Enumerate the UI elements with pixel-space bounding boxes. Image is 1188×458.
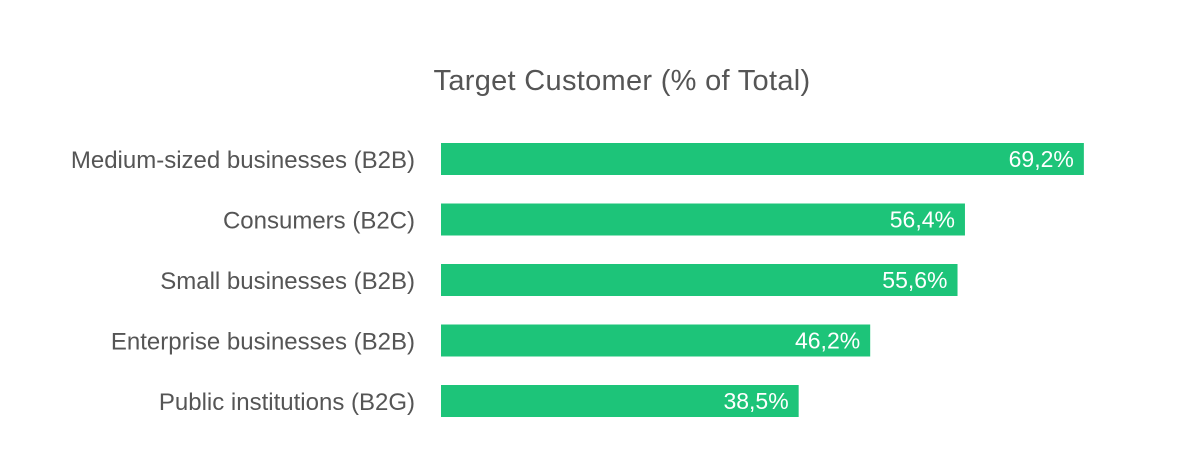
- chart-title: Target Customer (% of Total): [434, 65, 811, 97]
- category-label-0: Medium-sized businesses (B2B): [71, 147, 415, 174]
- value-label-4: 38,5%: [723, 388, 788, 414]
- bar-2: [441, 264, 958, 296]
- value-label-1: 56,4%: [890, 207, 955, 233]
- value-label-3: 46,2%: [795, 328, 860, 354]
- value-label-0: 69,2%: [1009, 146, 1074, 172]
- bars-layer: Medium-sized businesses (B2B) 69,2% Consum…: [71, 143, 1084, 417]
- category-label-1: Consumers (B2C): [223, 208, 415, 235]
- value-label-2: 55,6%: [882, 267, 947, 293]
- category-label-2: Small businesses (B2B): [160, 268, 415, 295]
- bar-1: [441, 203, 965, 236]
- bar-0: [441, 143, 1084, 175]
- bar-3: [441, 324, 871, 357]
- bar-4: [441, 385, 799, 417]
- category-label-3: Enterprise businesses (B2B): [111, 329, 415, 356]
- category-label-4: Public institutions (B2G): [159, 389, 415, 416]
